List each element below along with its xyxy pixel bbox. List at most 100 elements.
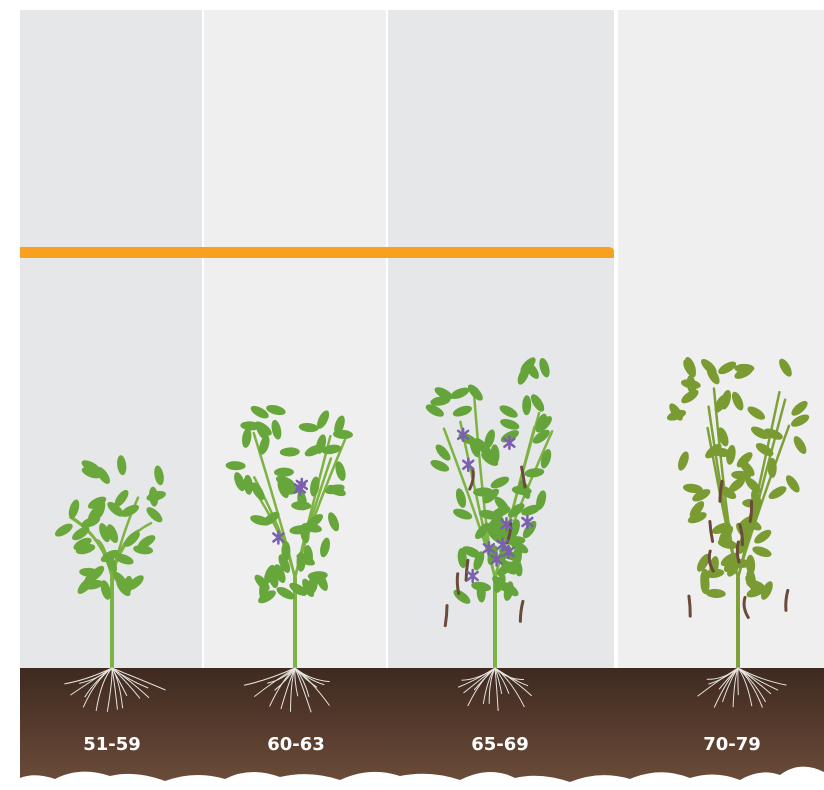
- leaf: [278, 554, 291, 573]
- leaf: [303, 545, 313, 566]
- leaf: [304, 444, 324, 457]
- leaf: [499, 405, 518, 418]
- leaf: [678, 451, 689, 471]
- leaf: [146, 507, 163, 523]
- leaf: [259, 435, 270, 455]
- root-strand: [253, 667, 296, 698]
- leaf: [435, 444, 451, 461]
- leaf: [478, 443, 494, 460]
- leaf: [761, 581, 773, 600]
- plant: [666, 357, 810, 670]
- leaf: [430, 396, 451, 406]
- root-strand: [289, 667, 296, 712]
- leaf: [536, 490, 547, 510]
- flower: [272, 530, 285, 545]
- leaf: [154, 465, 164, 486]
- flower: [466, 568, 479, 584]
- branch: [459, 420, 497, 580]
- leaf: [726, 444, 736, 465]
- leaf: [492, 575, 508, 592]
- leaf: [500, 418, 520, 430]
- flower: [482, 540, 496, 556]
- leaf: [763, 428, 783, 440]
- leaf: [425, 404, 444, 417]
- leaf: [133, 545, 154, 555]
- root-strand: [494, 667, 524, 680]
- leaf: [251, 482, 265, 501]
- flower: [521, 514, 534, 530]
- root-strand: [737, 667, 787, 686]
- leaf: [81, 467, 101, 479]
- leaf: [739, 460, 755, 477]
- leaf: [791, 400, 808, 416]
- pod: [738, 523, 744, 547]
- leaf: [73, 537, 92, 551]
- leaf: [712, 522, 731, 534]
- leaf: [114, 553, 134, 565]
- flower: [500, 516, 513, 532]
- leaf: [540, 449, 552, 469]
- plant: [225, 404, 353, 670]
- flower: [490, 552, 503, 567]
- leaf: [696, 553, 710, 572]
- leaf: [81, 516, 101, 528]
- root-strand: [243, 667, 296, 686]
- flower: [293, 481, 307, 496]
- leaf: [81, 460, 100, 473]
- leaf: [277, 479, 289, 499]
- pod: [468, 467, 475, 491]
- roots: [64, 667, 787, 713]
- leaf: [683, 359, 696, 378]
- plants: [54, 357, 810, 670]
- pod: [707, 549, 715, 573]
- leaf: [258, 590, 276, 604]
- leaf: [539, 358, 550, 378]
- leaf: [720, 389, 731, 410]
- pod: [742, 595, 750, 619]
- leaf: [705, 588, 726, 598]
- leaf: [268, 568, 279, 589]
- leaf: [302, 578, 315, 597]
- root-strand: [467, 667, 496, 707]
- leaf: [254, 421, 272, 436]
- leaf: [524, 468, 545, 478]
- leaf: [334, 415, 345, 435]
- leaf: [718, 361, 737, 375]
- root-strand: [488, 667, 496, 704]
- leaf: [107, 501, 124, 517]
- root: [457, 667, 533, 711]
- leaf: [254, 574, 270, 591]
- leaf: [692, 489, 711, 502]
- flower: [496, 537, 509, 552]
- leaf: [275, 475, 295, 488]
- pod: [748, 499, 754, 523]
- leaf: [321, 444, 342, 455]
- leaf: [310, 476, 320, 497]
- leaf: [320, 537, 330, 558]
- leaf: [467, 384, 483, 401]
- leaf: [700, 574, 710, 595]
- leaf: [452, 405, 472, 417]
- leaf: [266, 404, 286, 416]
- root-strand: [732, 667, 739, 708]
- leaf: [335, 461, 346, 481]
- root-strand: [494, 667, 499, 711]
- leaf: [786, 475, 800, 493]
- leaf: [473, 551, 485, 571]
- pod: [718, 479, 724, 503]
- leaf: [525, 361, 539, 379]
- leaf: [243, 474, 253, 495]
- leaf: [123, 575, 133, 596]
- leaf: [250, 515, 270, 526]
- leaf: [72, 526, 90, 541]
- leaf: [689, 501, 705, 518]
- leaf: [462, 546, 481, 558]
- leaf: [450, 387, 470, 399]
- leaf: [793, 436, 807, 454]
- root: [243, 667, 330, 713]
- leaf: [234, 472, 246, 492]
- orange-bar: [20, 247, 614, 258]
- leaf: [149, 486, 159, 507]
- leaf: [225, 461, 246, 471]
